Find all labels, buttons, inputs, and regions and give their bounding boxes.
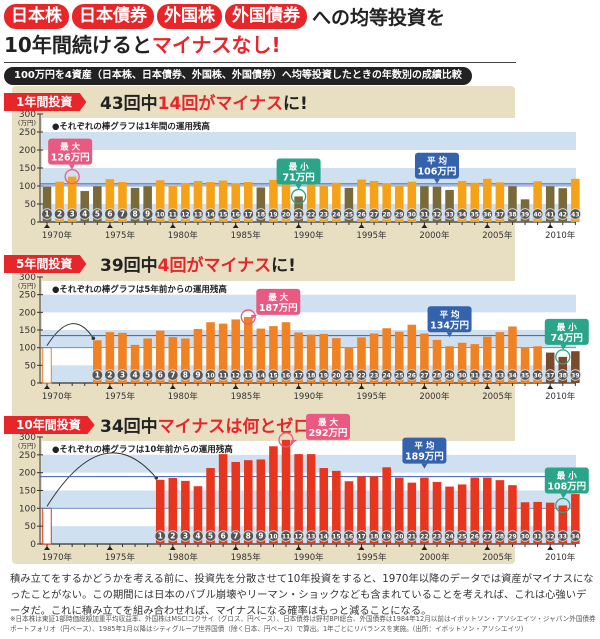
bar [571, 178, 580, 222]
asset-pill: 日本債券 [72, 3, 154, 29]
asset-pill: 外国債券 [225, 3, 307, 29]
x-tick-label: 2010年 [545, 230, 576, 241]
bar-index-label: 35 [521, 373, 529, 380]
bar [558, 188, 568, 222]
bar-index-badge [544, 208, 556, 220]
body-text: 積み立てをするかどうかを考える前に、投資先を分散させて10年投資をすると、197… [10, 573, 594, 617]
bar-index-badge [569, 208, 582, 220]
bar-index-label: 34 [571, 534, 579, 541]
chart-panel [12, 86, 515, 564]
bar-index-label: 42 [559, 212, 567, 219]
bar [558, 505, 568, 544]
min-highlight-circle [555, 497, 571, 514]
section-headline: 39回中4回がマイナスに! [100, 251, 296, 276]
min-badge [544, 318, 589, 345]
bar-index-label: 37 [546, 373, 554, 380]
bar-index-label: 39 [521, 212, 529, 219]
bar [520, 347, 530, 383]
bar-index-badge [519, 530, 531, 542]
bar-index-label: 36 [533, 373, 541, 380]
min-badge-pointer [560, 493, 567, 499]
bar-index-badge [544, 530, 556, 542]
min-badge-label: 最 小 [557, 322, 577, 333]
bar-index-badge [519, 369, 531, 381]
bar-index-badge [569, 369, 582, 381]
bar-index-label: 31 [533, 534, 541, 541]
asset-pill: 外国株 [157, 3, 222, 29]
min-highlight-circle [555, 349, 571, 365]
x-tick-marker [547, 546, 554, 550]
headline-red: 14回がマイナス [157, 94, 283, 114]
bar [520, 502, 530, 544]
bar [533, 181, 542, 222]
bar-index-badge [531, 369, 544, 381]
bar-index-badge [519, 208, 531, 220]
bar [545, 502, 555, 544]
headline-black: 43回中 [100, 94, 158, 114]
bar-index-badge [557, 369, 569, 381]
subtitle-badge: 100万円を4資産（日本株、日本債券、外国株、外国債券）へ均等投資したときの年数… [4, 67, 472, 85]
bar [571, 494, 580, 544]
min-badge-pointer [560, 344, 567, 350]
asset-pill: 日本株 [4, 3, 69, 29]
x-tick-marker [547, 385, 554, 389]
bar-index-label: 32 [546, 534, 554, 541]
bar [545, 352, 555, 383]
bar-index-label: 41 [546, 212, 554, 219]
section-label: 5年間投資 [4, 255, 87, 273]
section-headline: 43回中14回がマイナスに! [100, 89, 308, 114]
bar [571, 351, 580, 383]
footnote: ※日本株は東証1部時価総額加重平均収益率、外国株はMSCIコクサイ（グロス、円ベ… [10, 615, 596, 633]
bar-index-label: 30 [521, 534, 529, 541]
headline-black: 39回中 [100, 256, 158, 276]
title-line-1: 日本株 日本債券 外国株 外国債券 への均等投資を [4, 2, 596, 30]
title-rest: への均等投資を [312, 6, 446, 29]
bar-index-label: 40 [533, 212, 541, 219]
bar-index-label: 39 [571, 373, 579, 380]
bar-index-label: 43 [571, 212, 579, 219]
min-badge-value: 108万円 [547, 481, 586, 492]
title-black: 10年間続けると [4, 33, 152, 57]
title-red: マイナスなし! [151, 33, 281, 57]
bar [533, 346, 542, 383]
title-line-2: 10年間続けるとマイナスなし! [4, 30, 596, 60]
bar [533, 501, 542, 544]
section-label: 1年間投資 [4, 93, 87, 111]
section-headline: 34回中マイナスは何とゼロ! [100, 412, 318, 437]
title-divider [4, 62, 516, 63]
bar-index-badge [569, 530, 582, 542]
bar-index-badge [557, 530, 569, 542]
x-tick-marker [547, 224, 554, 228]
bar-index-badge [531, 208, 544, 220]
x-tick-label: 2010年 [545, 552, 576, 563]
bar [545, 186, 555, 222]
headline-red: マイナスは何とゼロ! [157, 417, 319, 437]
bar-index-label: 38 [559, 373, 567, 380]
bar [558, 356, 568, 383]
min-badge-value: 74万円 [551, 333, 583, 344]
headline-tail: に! [283, 94, 308, 114]
headline-tail: に! [271, 256, 296, 276]
min-badge-label: 最 小 [557, 470, 577, 481]
bar-index-badge [544, 369, 556, 381]
bar-index-badge [557, 208, 569, 220]
min-badge [544, 467, 589, 494]
x-tick-label: 2010年 [545, 391, 576, 402]
bar [520, 199, 530, 222]
section-label: 10年間投資 [4, 416, 95, 434]
title-area: 日本株 日本債券 外国株 外国債券 への均等投資を 10年間続けるとマイナスなし… [4, 2, 596, 60]
headline-black: 34回中 [100, 417, 158, 437]
bar-index-label: 33 [559, 534, 567, 541]
headline-red: 4回がマイナス [157, 256, 272, 276]
bar-index-badge [531, 530, 544, 542]
